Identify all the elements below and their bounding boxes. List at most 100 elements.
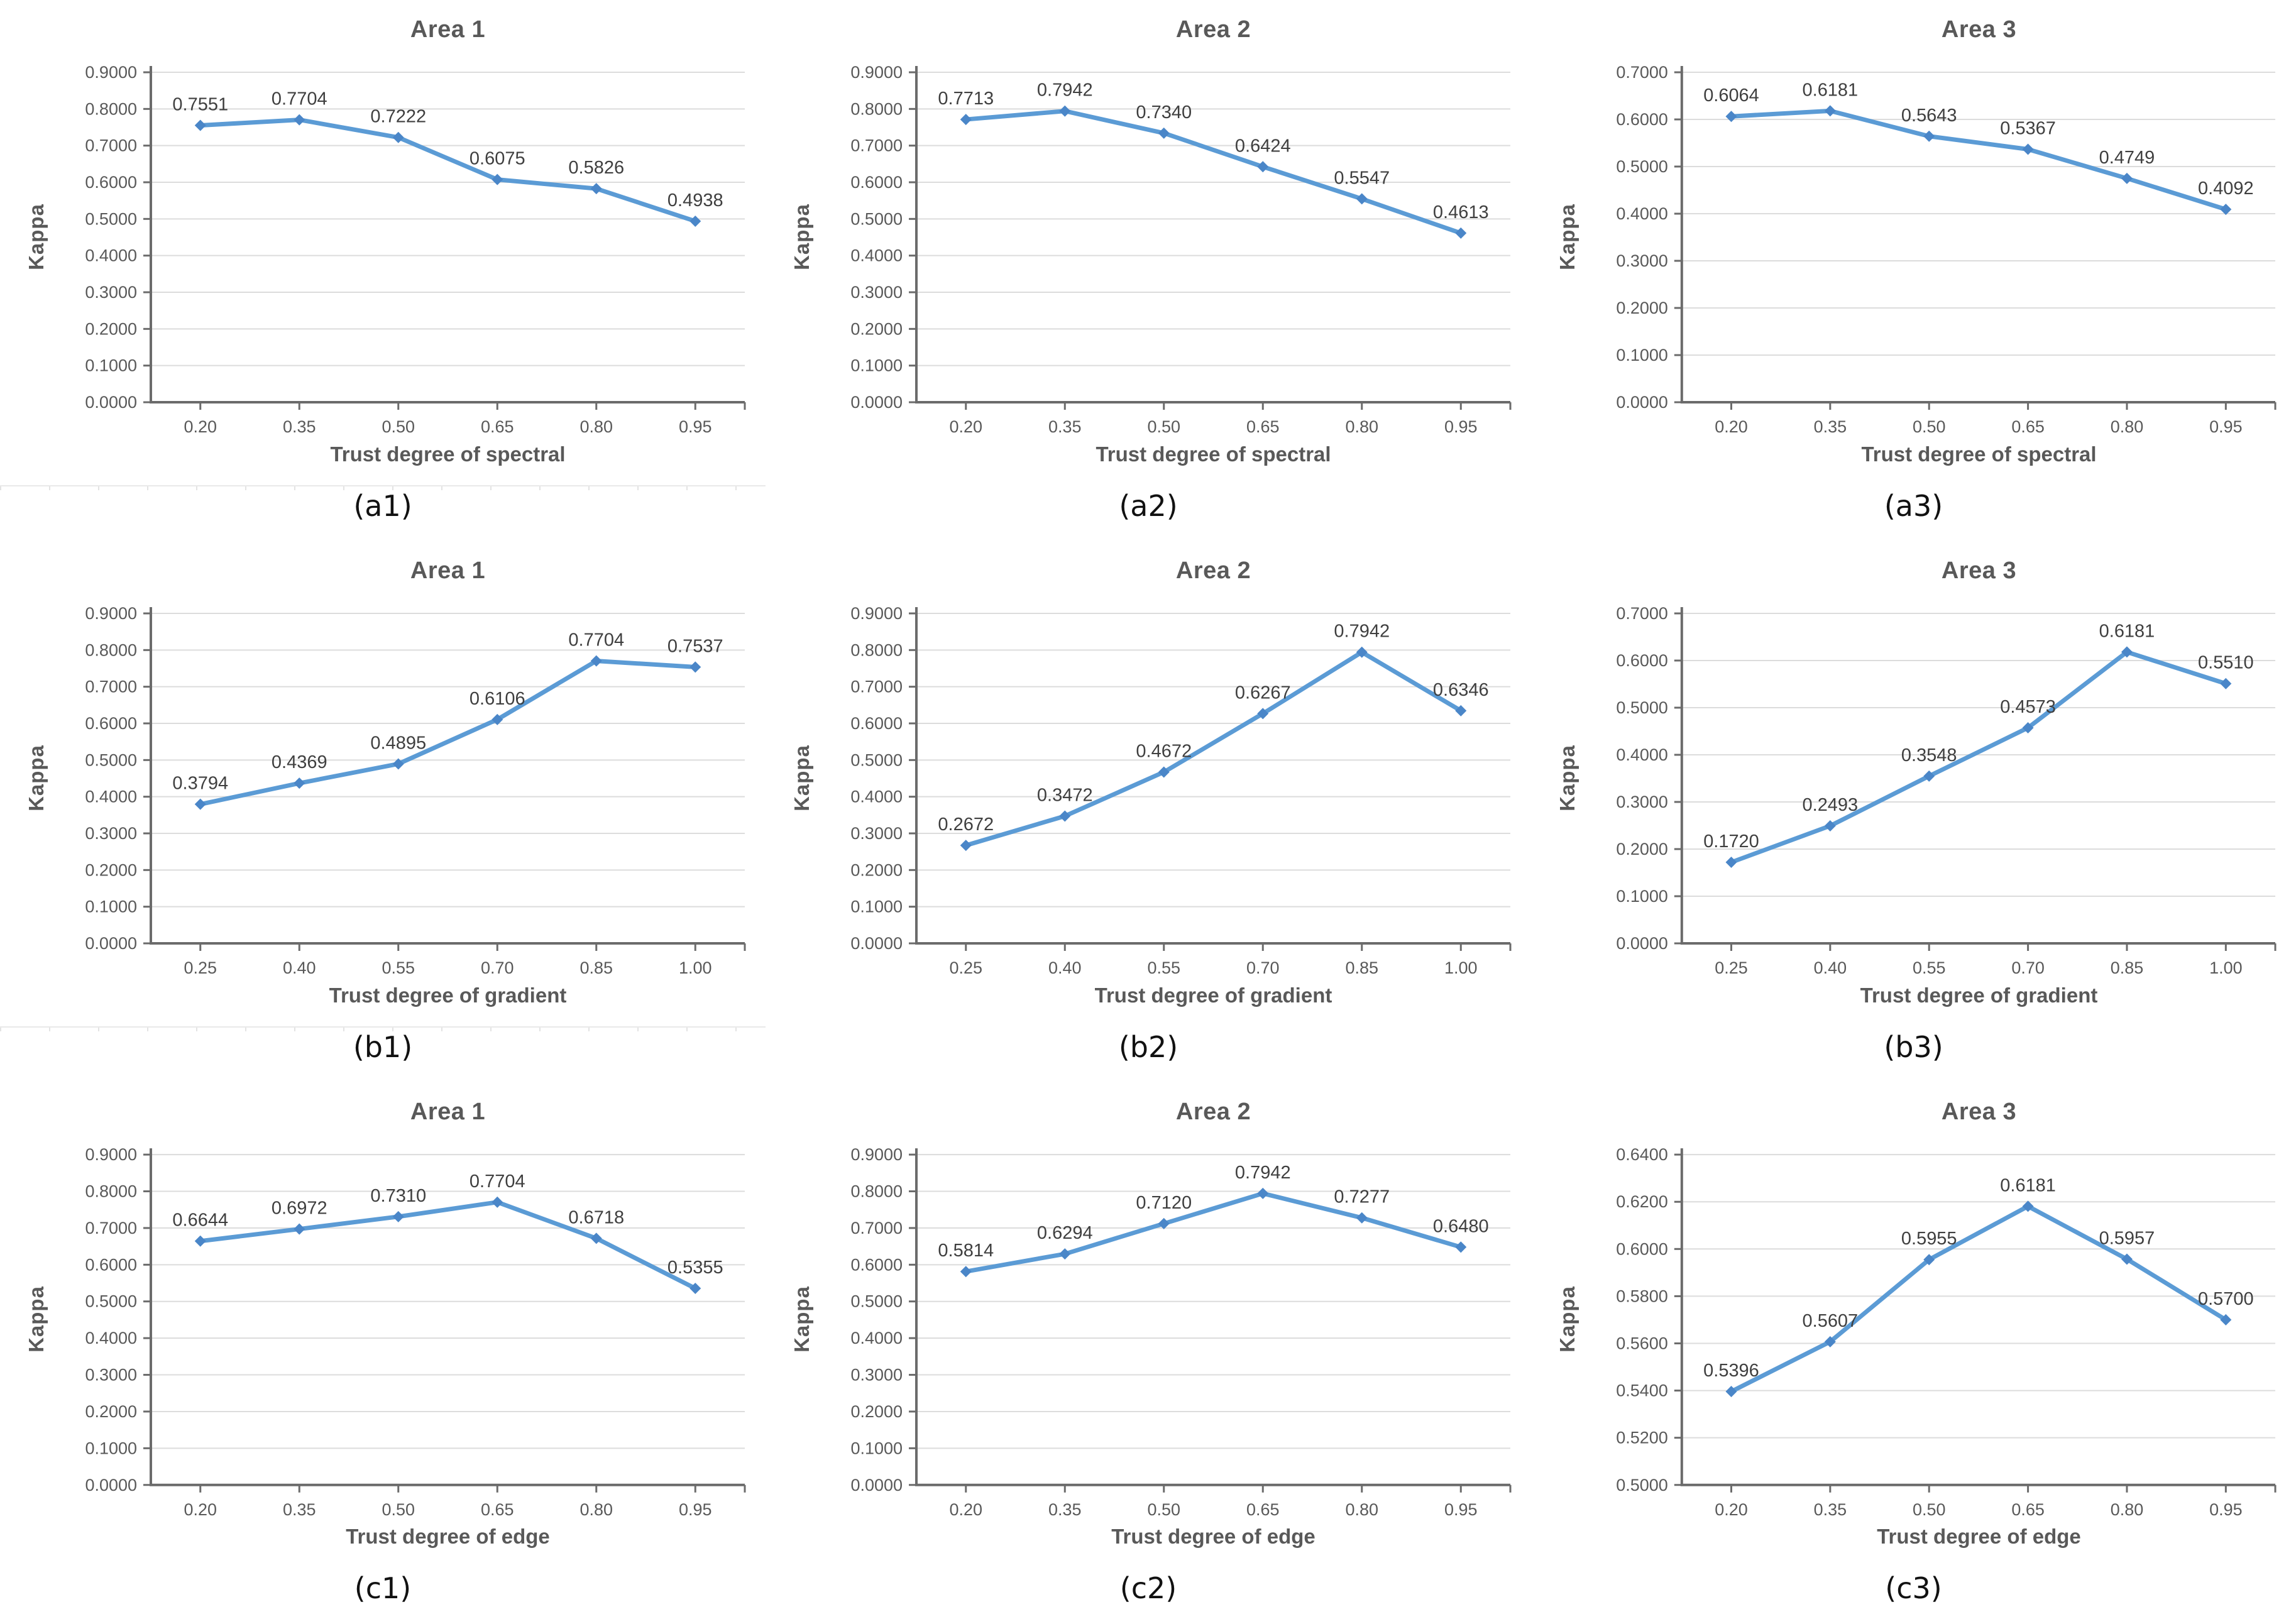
x-tick-label: 0.65 xyxy=(1246,1500,1280,1519)
subplot-a3: Area 3 Kappa 0.0000 0.1000 0.2000 0.3000 0.4… xyxy=(1531,0,2296,541)
chart-title: Area 1 xyxy=(410,1099,486,1125)
y-tick-label: 0.2000 xyxy=(850,319,903,338)
data-point-marker xyxy=(590,1232,602,1244)
data-point-marker xyxy=(2121,172,2133,184)
y-tick-label: 0.4000 xyxy=(850,246,903,265)
chart-title: Area 2 xyxy=(1175,16,1251,43)
x-tick-label: 0.80 xyxy=(2111,1500,2144,1519)
y-tick-label: 0.5000 xyxy=(1616,698,1667,717)
data-point-marker xyxy=(1158,766,1170,778)
y-tick-label: 0.0000 xyxy=(85,934,137,953)
y-tick-label: 0.8000 xyxy=(850,1182,903,1201)
data-point-label: 0.5957 xyxy=(2099,1228,2155,1248)
kappa-line-series xyxy=(1728,108,2228,212)
x-tick-label: 0.50 xyxy=(382,417,415,436)
x-tick-label: 0.85 xyxy=(579,958,613,977)
data-point-marker xyxy=(1356,646,1368,658)
data-point-label: 0.7551 xyxy=(172,95,228,115)
data-point-marker xyxy=(2220,678,2232,689)
subplot-b2: Area 2 Kappa 0.0000 0.1000 0.2000 0.3000 0.4… xyxy=(766,541,1531,1082)
data-point-label: 0.7704 xyxy=(272,89,327,109)
y-tick-label: 0.2000 xyxy=(85,860,137,879)
subplot-c1: Area 1 Kappa 0.0000 0.1000 0.2000 0.3000 0.4… xyxy=(0,1082,766,1624)
x-axis-label: Trust degree of spectral xyxy=(330,442,566,466)
x-tick-label: 0.50 xyxy=(1913,1500,1946,1519)
x-tick-label: 0.40 xyxy=(283,958,316,977)
data-point-marker xyxy=(194,798,206,810)
data-point-marker xyxy=(1824,820,1836,832)
y-tick-label: 0.4000 xyxy=(1616,745,1667,764)
y-tick-label: 0.4000 xyxy=(850,1329,903,1347)
y-tick-label: 0.9000 xyxy=(850,63,903,82)
x-tick-label: 0.20 xyxy=(184,1500,217,1519)
line-chart-c3: 0.5000 0.5200 0.5400 0.5600 0.5800 0.6000 0.62… xyxy=(1616,1145,2277,1519)
data-point-marker xyxy=(492,1196,503,1208)
subplot-caption: (b3) xyxy=(1884,1030,1943,1064)
y-tick-label: 0.0000 xyxy=(1616,393,1667,412)
y-tick-label: 0.8000 xyxy=(85,1182,137,1201)
data-point-label: 0.6106 xyxy=(470,689,525,709)
y-tick-label: 0.5000 xyxy=(1616,157,1667,176)
data-point-label: 0.7704 xyxy=(470,1171,525,1192)
x-tick-label: 0.20 xyxy=(1715,1500,1748,1519)
subplot-a1: Area 1 Kappa 0.0000 0.1000 0.2000 0.3000 0.4… xyxy=(0,0,766,541)
y-tick-label: 0.8000 xyxy=(85,99,137,118)
x-tick-label: 0.65 xyxy=(2011,417,2044,436)
data-point-marker xyxy=(590,183,602,195)
data-point-label: 0.6075 xyxy=(470,149,525,169)
data-point-marker xyxy=(1824,105,1836,117)
x-tick-label: 0.20 xyxy=(184,417,217,436)
row-divider xyxy=(0,485,766,490)
x-axis-label: Trust degree of gradient xyxy=(1860,984,2098,1007)
y-tick-label: 0.6000 xyxy=(85,1255,137,1274)
data-point-label: 0.5826 xyxy=(568,158,624,178)
y-tick-label: 0.0000 xyxy=(850,934,903,953)
data-point-marker xyxy=(689,215,701,227)
data-point-marker xyxy=(1725,857,1737,868)
line-chart-a2: 0.0000 0.1000 0.2000 0.3000 0.4000 0.5000 0.60… xyxy=(850,63,1512,436)
y-tick-label: 0.6000 xyxy=(850,1255,903,1274)
data-point-marker xyxy=(194,1235,206,1247)
y-tick-label: 0.0000 xyxy=(1616,934,1667,953)
data-point-marker xyxy=(1725,111,1737,123)
y-tick-label: 0.0000 xyxy=(850,393,903,412)
x-axis-label: Trust degree of spectral xyxy=(1096,442,1331,466)
data-point-marker xyxy=(1356,193,1368,205)
data-point-label: 0.3472 xyxy=(1037,785,1093,805)
x-tick-label: 0.35 xyxy=(1814,1500,1847,1519)
chart-title: Area 2 xyxy=(1175,1099,1251,1125)
y-tick-label: 0.9000 xyxy=(850,1145,903,1164)
kappa-line-series xyxy=(964,650,1463,848)
y-tick-label: 0.3000 xyxy=(850,283,903,302)
data-point-marker xyxy=(392,758,404,770)
x-tick-label: 0.55 xyxy=(1147,958,1180,977)
kappa-line-series xyxy=(964,109,1463,236)
data-point-label: 0.4613 xyxy=(1433,202,1489,222)
subplot-c3: Area 3 Kappa 0.5000 0.5200 0.5400 0.5600 0.5… xyxy=(1531,1082,2296,1624)
data-point-label: 0.5547 xyxy=(1334,168,1390,188)
x-tick-label: 0.55 xyxy=(1913,958,1945,977)
x-tick-label: 0.95 xyxy=(2209,417,2242,436)
data-point-label: 0.4749 xyxy=(2099,148,2155,168)
x-tick-label: 0.50 xyxy=(1147,417,1180,436)
data-point-marker xyxy=(194,119,206,131)
y-tick-label: 0.4000 xyxy=(85,787,137,806)
data-point-label: 0.7942 xyxy=(1334,622,1390,642)
y-tick-label: 0.0000 xyxy=(85,1476,137,1495)
data-point-marker xyxy=(1923,130,1935,142)
y-tick-label: 0.8000 xyxy=(85,640,137,659)
y-tick-label: 0.3000 xyxy=(850,824,903,843)
x-tick-label: 0.70 xyxy=(481,958,514,977)
data-point-label: 0.1720 xyxy=(1703,831,1759,852)
data-point-label: 0.6267 xyxy=(1235,683,1291,703)
y-tick-label: 0.6000 xyxy=(85,173,137,192)
data-point-marker xyxy=(590,655,602,667)
line-chart-b3: 0.0000 0.1000 0.2000 0.3000 0.4000 0.5000 0.60… xyxy=(1616,604,2277,977)
y-tick-label: 0.5000 xyxy=(85,750,137,769)
x-tick-label: 0.20 xyxy=(1715,417,1747,436)
y-tick-label: 0.4000 xyxy=(85,1329,137,1347)
y-tick-label: 0.5400 xyxy=(1616,1381,1668,1400)
subplot-b3: Area 3 Kappa 0.0000 0.1000 0.2000 0.3000 0.4… xyxy=(1531,541,2296,1082)
subplot-caption: (b1) xyxy=(353,1030,413,1064)
